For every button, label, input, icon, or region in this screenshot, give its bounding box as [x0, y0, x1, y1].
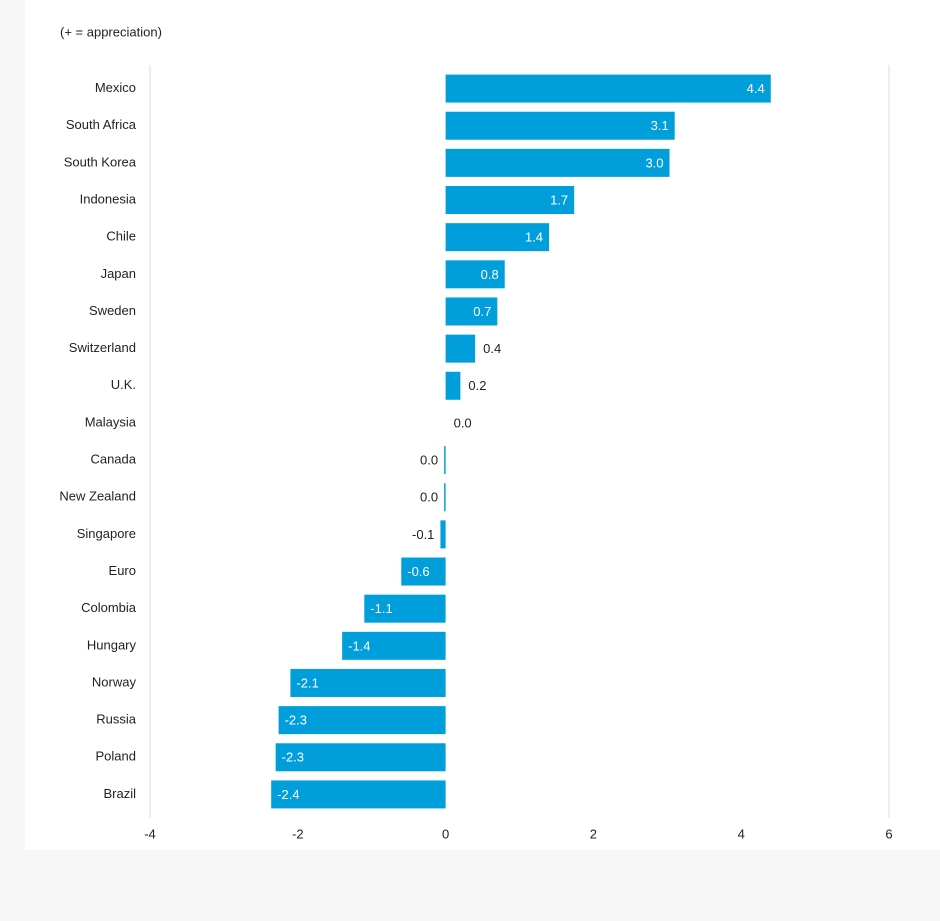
- value-label: 3.0: [645, 155, 663, 170]
- bar: [445, 334, 476, 363]
- y-tick-label: Euro: [109, 563, 136, 578]
- value-label: 0.0: [454, 415, 472, 430]
- value-label: 0.4: [483, 341, 501, 356]
- y-tick-label: Singapore: [77, 526, 136, 541]
- bar: [271, 780, 446, 809]
- bar: [401, 557, 446, 586]
- bar: [445, 186, 575, 215]
- bar: [445, 223, 550, 252]
- x-tick-label: -2: [292, 826, 304, 841]
- value-label: 0.8: [481, 267, 499, 282]
- value-label: 3.1: [651, 118, 669, 133]
- bar: [445, 371, 461, 400]
- value-label: -1.1: [370, 601, 392, 616]
- bar: [445, 260, 505, 289]
- y-tick-label: Norway: [92, 674, 137, 689]
- value-label: 1.7: [550, 192, 568, 207]
- y-tick-label: Canada: [90, 452, 136, 467]
- y-tick-label: U.K.: [111, 377, 136, 392]
- x-tick-label: -4: [144, 826, 156, 841]
- y-tick-label: Hungary: [87, 637, 137, 652]
- bar: [445, 148, 670, 177]
- y-tick-label: Russia: [96, 712, 137, 727]
- value-label: -2.3: [282, 750, 304, 765]
- y-tick-label: Malaysia: [85, 414, 137, 429]
- y-tick-label: Indonesia: [80, 191, 137, 206]
- x-tick-label: 0: [442, 826, 449, 841]
- value-label: -0.6: [407, 564, 429, 579]
- y-tick-label: South Korea: [64, 154, 137, 169]
- y-tick-label: Chile: [106, 229, 136, 244]
- bar: [364, 594, 446, 623]
- bar: [275, 743, 446, 772]
- bar: [342, 631, 446, 660]
- bar: [445, 111, 675, 140]
- y-tick-label: Switzerland: [69, 340, 136, 355]
- y-tick-label: Colombia: [81, 600, 137, 615]
- value-label: 4.4: [747, 81, 765, 96]
- value-label: -2.3: [285, 713, 307, 728]
- y-tick-label: South Africa: [66, 117, 137, 132]
- y-tick-label: Sweden: [89, 303, 136, 318]
- x-tick-label: 6: [885, 826, 892, 841]
- value-label: 0.2: [468, 378, 486, 393]
- value-label: -2.4: [277, 787, 299, 802]
- value-label: -2.1: [296, 675, 318, 690]
- y-tick-label: Brazil: [103, 786, 136, 801]
- value-label: -1.4: [348, 638, 370, 653]
- value-label: -0.1: [412, 527, 434, 542]
- bar: [440, 520, 446, 549]
- value-label: 0.7: [473, 304, 491, 319]
- panel: [25, 0, 940, 850]
- bar: [444, 446, 446, 475]
- value-label: 0.0: [420, 490, 438, 505]
- bar: [445, 74, 771, 103]
- x-tick-label: 4: [738, 826, 745, 841]
- y-tick-label: Poland: [96, 749, 136, 764]
- y-tick-label: Mexico: [95, 80, 136, 95]
- bar: [278, 706, 446, 735]
- value-label: 1.4: [525, 230, 543, 245]
- bar: [290, 668, 446, 697]
- y-tick-label: New Zealand: [59, 489, 136, 504]
- bar: [444, 483, 446, 512]
- chart-subtitle: (+ = appreciation): [60, 24, 162, 39]
- y-tick-label: Japan: [101, 266, 136, 281]
- x-tick-label: 2: [590, 826, 597, 841]
- bar: [445, 297, 498, 326]
- value-label: 0.0: [420, 453, 438, 468]
